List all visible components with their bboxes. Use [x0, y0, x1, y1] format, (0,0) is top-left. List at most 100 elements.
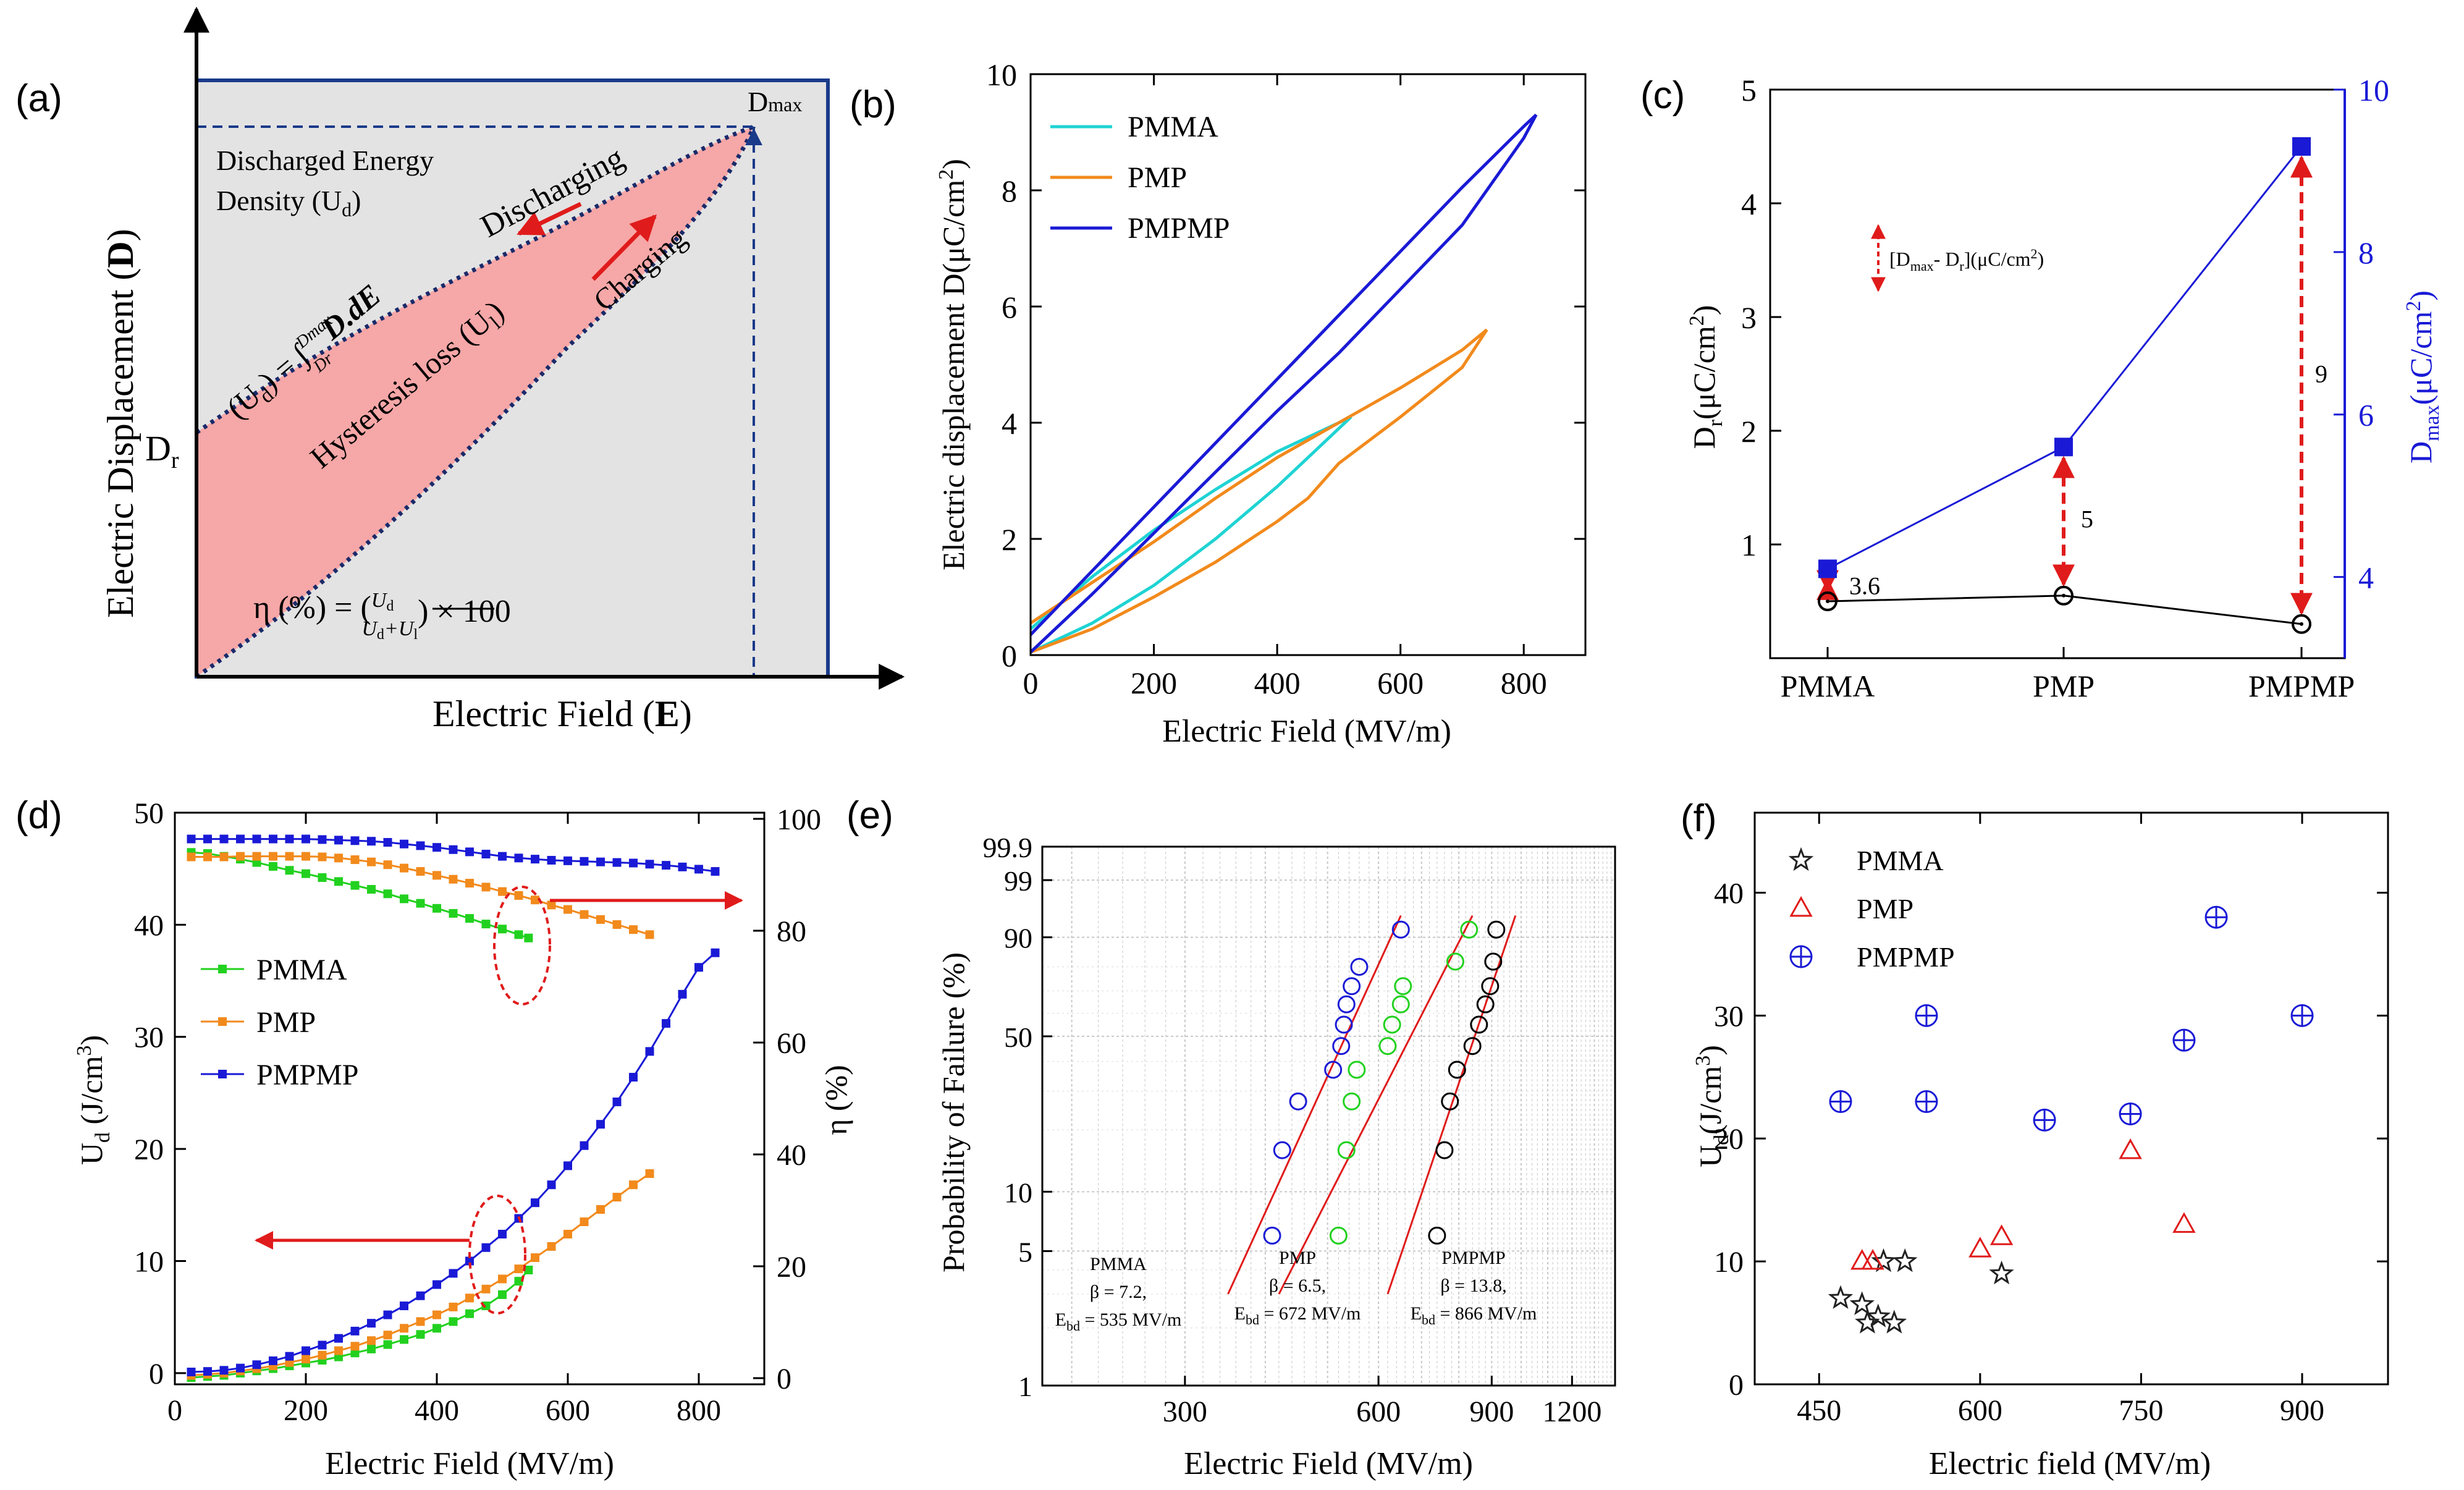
panel-f-ticks: 450 600 750 900 0 10 20 30 40 — [1714, 813, 2388, 1427]
series-pmma-loop — [1029, 415, 1352, 654]
annotation-beta: β = 6.5, — [1269, 1276, 1326, 1296]
series-marker — [481, 850, 491, 859]
panel-e-annotations: PMMA β = 7.2, Ebd = 535 MV/m PMP β = 6.5, Ebd… — [1055, 1248, 1537, 1334]
category-label: PMPMP — [2248, 669, 2355, 703]
panel-d-frame — [174, 811, 766, 1386]
series-marker — [524, 1266, 533, 1274]
series-marker — [350, 1342, 360, 1351]
panel-f-frame — [1753, 811, 2389, 1386]
triangle-marker — [1850, 1249, 1874, 1270]
series-marker — [449, 908, 458, 918]
series-pmpmp-loop — [1029, 113, 1538, 654]
x-tick-label: 600 — [1377, 666, 1424, 700]
panel-a-xlabel: Electric Field (E) — [432, 693, 692, 734]
series-marker — [350, 1326, 360, 1335]
series-marker — [432, 843, 441, 852]
panel-d-ticks: 0 200 400 600 800 0 10 20 30 40 50 0 20 40 60 80 100 — [134, 797, 821, 1427]
eta-group-ellipse — [493, 886, 551, 1005]
failure-point-pmma — [1350, 957, 1369, 976]
y-tick-label: 0 — [1002, 638, 1017, 673]
series-marker — [645, 860, 654, 869]
charging-arrow — [591, 214, 657, 281]
series-marker — [400, 863, 408, 873]
series-marker — [498, 852, 507, 861]
series-marker — [367, 1319, 376, 1328]
y-tick-label: 2 — [1002, 522, 1017, 557]
series-marker — [383, 860, 392, 870]
right-tick-label: 20 — [777, 1251, 806, 1284]
y-tick-label: 99.9 — [983, 832, 1033, 863]
series-marker — [334, 836, 343, 845]
series-marker — [318, 873, 327, 883]
fit-line-pmma — [1227, 915, 1402, 1295]
series-marker — [662, 1018, 670, 1028]
y-tick-label: 10 — [1004, 1177, 1032, 1208]
series-marker — [302, 1346, 310, 1355]
annotation-ebd: Ebd = 866 MV/m — [1411, 1303, 1537, 1327]
failure-point-pmma — [1335, 1015, 1353, 1034]
annotation-beta: β = 7.2, — [1090, 1282, 1147, 1302]
right-tick-label: 0 — [777, 1363, 791, 1395]
y-tick-label: 40 — [1714, 877, 1744, 910]
panel-c: (c) 3.6 5 9 1 2 3 4 5 4 6 8 10 PMMA PMP PMPMP Dr(μC/c… — [1640, 73, 2444, 703]
series-marker — [449, 1302, 458, 1311]
series-marker — [547, 1242, 556, 1251]
series-marker — [367, 1344, 376, 1353]
series-marker — [187, 1368, 196, 1377]
y-tick-label: 10 — [1714, 1246, 1744, 1279]
series-marker — [236, 852, 245, 861]
y-tick-label: 4 — [1002, 406, 1017, 441]
star-marker — [1865, 1303, 1891, 1327]
legend-label-pmma: PMMA — [1857, 845, 1944, 876]
series-marker — [612, 1193, 622, 1202]
series-marker — [416, 841, 425, 850]
series-marker — [367, 837, 376, 846]
right-tick-label: 4 — [2358, 561, 2374, 595]
failure-point-pmp — [1394, 977, 1412, 996]
legend-label-pmma: PMMA — [256, 954, 347, 986]
star-marker — [1871, 1248, 1896, 1272]
panel-b-label: (b) — [850, 83, 897, 126]
panel-c-ylabel-right: Dmax(μC/cm2) — [2402, 290, 2444, 464]
x-tick-label: 600 — [546, 1394, 590, 1427]
difference-label: 9 — [2315, 360, 2327, 387]
series-marker — [350, 836, 360, 845]
failure-point-pmma — [1391, 920, 1410, 939]
left-tick-label: 1 — [1741, 528, 1757, 562]
dmax-point — [2292, 137, 2311, 156]
failure-point-pmma — [1273, 1141, 1291, 1159]
failure-point-pmp — [1391, 995, 1410, 1014]
failure-point-pmpmp — [1463, 1037, 1482, 1056]
failure-point-pmpmp — [1428, 1226, 1446, 1245]
left-tick-label: 40 — [134, 909, 164, 942]
series-marker — [236, 1363, 245, 1373]
triangle-marker — [2172, 1212, 2196, 1233]
series-marker — [367, 857, 376, 866]
left-tick-label: 10 — [134, 1245, 164, 1278]
series-marker — [285, 1352, 294, 1361]
x-tick-label: 800 — [677, 1394, 721, 1427]
left-tick-label: 50 — [134, 797, 164, 830]
failure-point-pmpmp — [1476, 995, 1495, 1014]
series-marker — [449, 1269, 458, 1278]
failure-point-pmma — [1289, 1092, 1307, 1111]
series-marker — [285, 866, 294, 875]
right-tick-label: 80 — [777, 915, 806, 948]
series-marker — [269, 861, 277, 871]
series-marker — [547, 855, 556, 865]
panel-d: (d) 0 200 400 600 800 0 10 20 30 40 50 0 20 40 60 80 100… — [15, 794, 853, 1481]
series-marker — [302, 852, 310, 861]
series-line-1 — [191, 1172, 651, 1376]
panel-c-ylabel-left: Dr(μC/cm2) — [1686, 305, 1727, 449]
annotation-name: PMMA — [1090, 1254, 1147, 1274]
series-marker — [563, 1229, 572, 1238]
series-marker — [203, 852, 212, 861]
series-marker — [481, 883, 491, 892]
panel-e-xlabel: Electric Field (MV/m) — [1184, 1446, 1473, 1481]
failure-point-pmp — [1378, 1037, 1397, 1056]
series-marker — [449, 1317, 458, 1326]
star-marker — [1828, 1285, 1854, 1309]
series-marker — [711, 948, 720, 957]
failure-point-pmpmp — [1448, 1060, 1466, 1079]
category-label: PMP — [2033, 669, 2095, 703]
